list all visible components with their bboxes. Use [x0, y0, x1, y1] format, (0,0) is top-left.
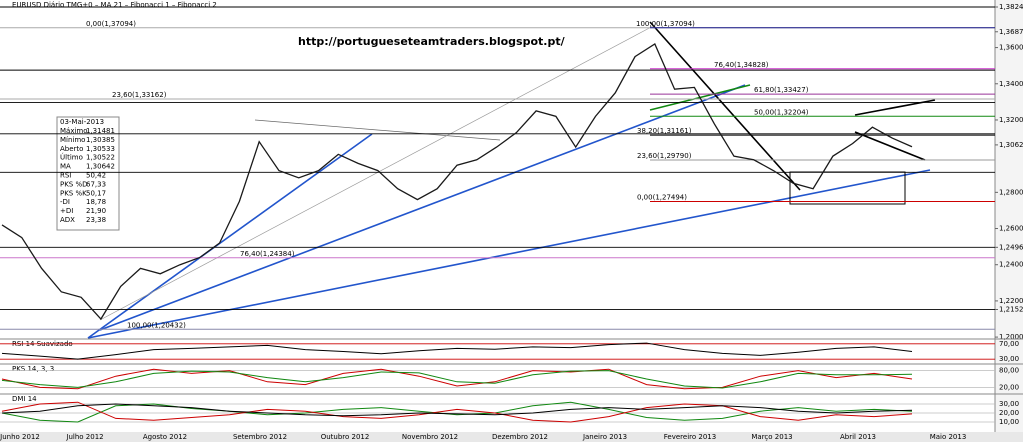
info-value: 1,30533 [86, 145, 115, 153]
y-tick-label: 1,24000 [999, 261, 1023, 269]
info-value: 23,38 [86, 216, 106, 224]
info-label: +DI [60, 207, 73, 215]
info-label: Aberto [60, 145, 83, 153]
indicator-line [1, 403, 913, 417]
info-label: Mínimo [60, 136, 85, 144]
info-label: ADX [60, 216, 75, 224]
y-tick-label: 1,22000 [999, 297, 1023, 305]
x-tick-label: Setembro 2012 [233, 433, 287, 441]
info-value: 67,33 [86, 180, 106, 188]
y-tick-label: 1,21526 [999, 305, 1023, 313]
date-axis-bg [0, 432, 1023, 442]
fib-label: 0,00(1,27494) [637, 193, 687, 201]
indicator-line [1, 401, 913, 423]
info-label: PKS %D [60, 180, 88, 188]
panel-label: PKS 14, 3, 3 [12, 365, 54, 373]
x-tick-label: Outubro 2012 [321, 433, 370, 441]
info-label: -DI [60, 198, 70, 206]
info-value: 18,78 [86, 198, 106, 206]
y-tick-label: 1,36000 [999, 44, 1023, 52]
info-value: 50,42 [86, 172, 106, 180]
info-label: Máximo [60, 127, 88, 135]
fib-label: 50,00(1,32204) [754, 108, 809, 116]
y-tick-label: 30,00 [999, 400, 1019, 408]
y-tick-label: 1,30622 [999, 141, 1023, 149]
x-tick-label: Agosto 2012 [143, 433, 187, 441]
fib-label: 0,00(1,37094) [86, 20, 136, 28]
y-tick-label: 20,00 [999, 383, 1019, 391]
fib-label: 61,80(1,33427) [754, 86, 809, 94]
info-value: 1,30385 [86, 136, 115, 144]
price-line [1, 43, 913, 321]
fib-label: 76,40(1,24384) [240, 250, 295, 258]
x-tick-label: Janeiro 2013 [582, 433, 627, 441]
y-tick-label: 10,00 [999, 418, 1019, 426]
x-tick-label: Junho 2012 [0, 433, 40, 441]
x-tick-label: Abril 2013 [840, 433, 876, 441]
price-axis-bg [995, 0, 1023, 442]
chart-title: EURUSD Diário TMG+0 – MA 21 – Fibonacci … [12, 1, 217, 9]
indicator-line [1, 368, 913, 390]
indicator-line [1, 401, 913, 423]
info-date: 03-Mai-2013 [60, 118, 104, 126]
y-tick-label: 20,00 [999, 409, 1019, 417]
x-tick-label: Fevereiro 2013 [664, 433, 716, 441]
annotation: http://portugueseteamtraders.blogspot.pt… [298, 35, 566, 48]
y-tick-label: 80,00 [999, 367, 1019, 375]
x-tick-label: Julho 2012 [65, 433, 103, 441]
y-tick-label: 1,28000 [999, 188, 1023, 196]
x-tick-label: Dezembro 2012 [492, 433, 548, 441]
info-value: 1,30522 [86, 154, 115, 162]
x-tick-label: Maio 2013 [930, 433, 967, 441]
info-value: 50,17 [86, 189, 106, 197]
indicator-line [1, 342, 913, 360]
x-tick-label: Março 2013 [751, 433, 792, 441]
indicator-line [1, 370, 913, 389]
info-value: 1,30642 [86, 163, 115, 171]
info-label: RSI [60, 172, 71, 180]
info-value: 1,31481 [86, 127, 115, 135]
info-label: MA [60, 163, 71, 171]
y-tick-label: 1,36874 [999, 28, 1023, 36]
panel-label: DMI 14 [12, 395, 37, 403]
fib-label: 76,40(1,34828) [714, 61, 769, 69]
info-label: PKS %K [60, 189, 87, 197]
fib-label: 38,20(1,31161) [637, 127, 692, 135]
fib-label: 23,60(1,29790) [637, 152, 692, 160]
y-tick-label: 30,00 [999, 355, 1019, 363]
fib-label: 100,00(1,37094) [636, 20, 695, 28]
y-tick-label: 1,32000 [999, 116, 1023, 124]
info-value: 21,90 [86, 207, 106, 215]
y-tick-label: 1,38243 [999, 3, 1023, 11]
fib-label: 23,60(1,33162) [112, 91, 167, 99]
y-tick-label: 1,34000 [999, 80, 1023, 88]
info-label: Último [60, 153, 83, 162]
y-tick-label: 1,26000 [999, 225, 1023, 233]
y-tick-label: 70,00 [999, 340, 1019, 348]
x-tick-label: Novembro 2012 [402, 433, 458, 441]
fib-label: 100,00(1,20432) [127, 321, 186, 329]
